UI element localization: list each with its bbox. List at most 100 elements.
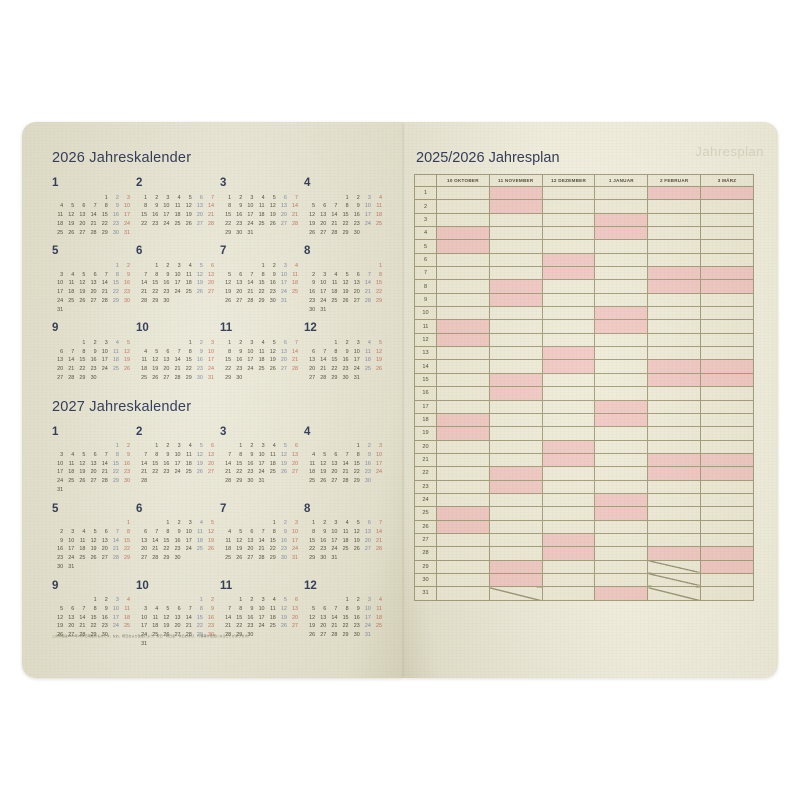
planner-weekend-cell[interactable] xyxy=(594,586,649,601)
planner-entry-cell[interactable] xyxy=(647,319,702,334)
planner-weekend-cell[interactable] xyxy=(594,226,649,241)
planner-entry-cell[interactable] xyxy=(700,412,754,428)
planner-weekend-cell[interactable] xyxy=(594,412,649,428)
planner-weekend-cell[interactable] xyxy=(647,546,702,561)
planner-entry-cell[interactable] xyxy=(647,399,702,414)
planner-entry-cell[interactable] xyxy=(647,212,702,228)
planner-entry-cell[interactable] xyxy=(436,452,490,468)
planner-entry-cell[interactable] xyxy=(700,532,754,548)
planner-entry-cell[interactable] xyxy=(700,292,754,308)
planner-entry-cell[interactable] xyxy=(700,439,754,454)
planner-entry-cell[interactable] xyxy=(594,452,649,468)
planner-entry-cell[interactable] xyxy=(541,212,596,228)
planner-entry-cell[interactable] xyxy=(436,572,490,588)
planner-entry-cell[interactable] xyxy=(647,426,702,441)
planner-entry-cell[interactable] xyxy=(594,239,649,254)
planner-weekend-cell[interactable] xyxy=(647,185,702,201)
planner-entry-cell[interactable] xyxy=(594,266,649,281)
planner-weekend-cell[interactable] xyxy=(436,226,490,241)
planner-entry-cell[interactable] xyxy=(488,426,543,441)
planner-entry-cell[interactable] xyxy=(436,399,490,414)
planner-entry-cell[interactable] xyxy=(647,346,702,361)
planner-entry-cell[interactable] xyxy=(541,292,596,308)
planner-weekend-cell[interactable] xyxy=(436,239,490,254)
planner-weekend-cell[interactable] xyxy=(488,279,543,294)
planner-weekend-cell[interactable] xyxy=(488,372,543,388)
planner-entry-cell[interactable] xyxy=(488,439,543,454)
planner-weekend-cell[interactable] xyxy=(700,452,754,468)
planner-entry-cell[interactable] xyxy=(594,546,649,561)
planner-entry-cell[interactable] xyxy=(541,319,596,334)
planner-entry-cell[interactable] xyxy=(700,386,754,401)
planner-entry-cell[interactable] xyxy=(647,239,702,254)
planner-entry-cell[interactable] xyxy=(700,319,754,334)
planner-weekend-cell[interactable] xyxy=(700,372,754,388)
planner-weekend-cell[interactable] xyxy=(700,266,754,281)
planner-entry-cell[interactable] xyxy=(541,399,596,414)
planner-weekend-cell[interactable] xyxy=(594,306,649,321)
planner-entry-cell[interactable] xyxy=(541,306,596,321)
planner-entry-cell[interactable] xyxy=(700,346,754,361)
planner-entry-cell[interactable] xyxy=(700,479,754,494)
planner-entry-cell[interactable] xyxy=(700,399,754,414)
planner-entry-cell[interactable] xyxy=(594,279,649,294)
planner-entry-cell[interactable] xyxy=(647,492,702,508)
planner-entry-cell[interactable] xyxy=(488,306,543,321)
planner-entry-cell[interactable] xyxy=(594,572,649,588)
planner-weekend-cell[interactable] xyxy=(647,279,702,294)
planner-entry-cell[interactable] xyxy=(436,279,490,294)
planner-weekend-cell[interactable] xyxy=(700,185,754,201)
planner-entry-cell[interactable] xyxy=(541,586,596,601)
planner-entry-cell[interactable] xyxy=(700,572,754,588)
planner-entry-cell[interactable] xyxy=(700,332,754,348)
planner-entry-cell[interactable] xyxy=(488,399,543,414)
planner-entry-cell[interactable] xyxy=(647,506,702,521)
planner-entry-cell[interactable] xyxy=(700,506,754,521)
planner-entry-cell[interactable] xyxy=(436,532,490,548)
planner-weekend-cell[interactable] xyxy=(541,346,596,361)
planner-entry-cell[interactable] xyxy=(700,586,754,601)
planner-entry-cell[interactable] xyxy=(594,199,649,214)
planner-entry-cell[interactable] xyxy=(700,226,754,241)
planner-weekend-cell[interactable] xyxy=(700,466,754,481)
planner-weekend-cell[interactable] xyxy=(541,266,596,281)
planner-entry-cell[interactable] xyxy=(647,306,702,321)
planner-weekend-cell[interactable] xyxy=(594,212,649,228)
planner-entry-cell[interactable] xyxy=(541,466,596,481)
planner-entry-cell[interactable] xyxy=(488,252,543,268)
planner-entry-cell[interactable] xyxy=(436,346,490,361)
planner-entry-cell[interactable] xyxy=(488,412,543,428)
planner-entry-cell[interactable] xyxy=(541,226,596,241)
planner-entry-cell[interactable] xyxy=(541,519,596,534)
planner-entry-cell[interactable] xyxy=(488,452,543,468)
planner-weekend-cell[interactable] xyxy=(541,546,596,561)
planner-entry-cell[interactable] xyxy=(700,426,754,441)
planner-entry-cell[interactable] xyxy=(541,386,596,401)
planner-weekend-cell[interactable] xyxy=(541,532,596,548)
planner-entry-cell[interactable] xyxy=(488,492,543,508)
planner-entry-cell[interactable] xyxy=(488,239,543,254)
planner-weekend-cell[interactable] xyxy=(488,559,543,574)
planner-entry-cell[interactable] xyxy=(594,479,649,494)
planner-entry-cell[interactable] xyxy=(647,519,702,534)
year-planner-table[interactable]: 10 OKTOBER 11 NOVEMBER 12 DEZEMBER 1 JANUAR… xyxy=(414,174,754,601)
planner-entry-cell[interactable] xyxy=(541,185,596,201)
planner-entry-cell[interactable] xyxy=(488,212,543,228)
planner-entry-cell[interactable] xyxy=(700,199,754,214)
planner-entry-cell[interactable] xyxy=(700,212,754,228)
planner-weekend-cell[interactable] xyxy=(700,559,754,574)
planner-entry-cell[interactable] xyxy=(700,306,754,321)
planner-entry-cell[interactable] xyxy=(594,466,649,481)
planner-entry-cell[interactable] xyxy=(647,386,702,401)
planner-entry-cell[interactable] xyxy=(436,185,490,201)
planner-weekend-cell[interactable] xyxy=(594,492,649,508)
planner-entry-cell[interactable] xyxy=(647,252,702,268)
planner-entry-cell[interactable] xyxy=(647,226,702,241)
planner-entry-cell[interactable] xyxy=(436,492,490,508)
planner-entry-cell[interactable] xyxy=(700,252,754,268)
planner-entry-cell[interactable] xyxy=(488,546,543,561)
planner-entry-cell[interactable] xyxy=(541,412,596,428)
planner-entry-cell[interactable] xyxy=(647,332,702,348)
planner-entry-cell[interactable] xyxy=(541,239,596,254)
planner-entry-cell[interactable] xyxy=(594,332,649,348)
